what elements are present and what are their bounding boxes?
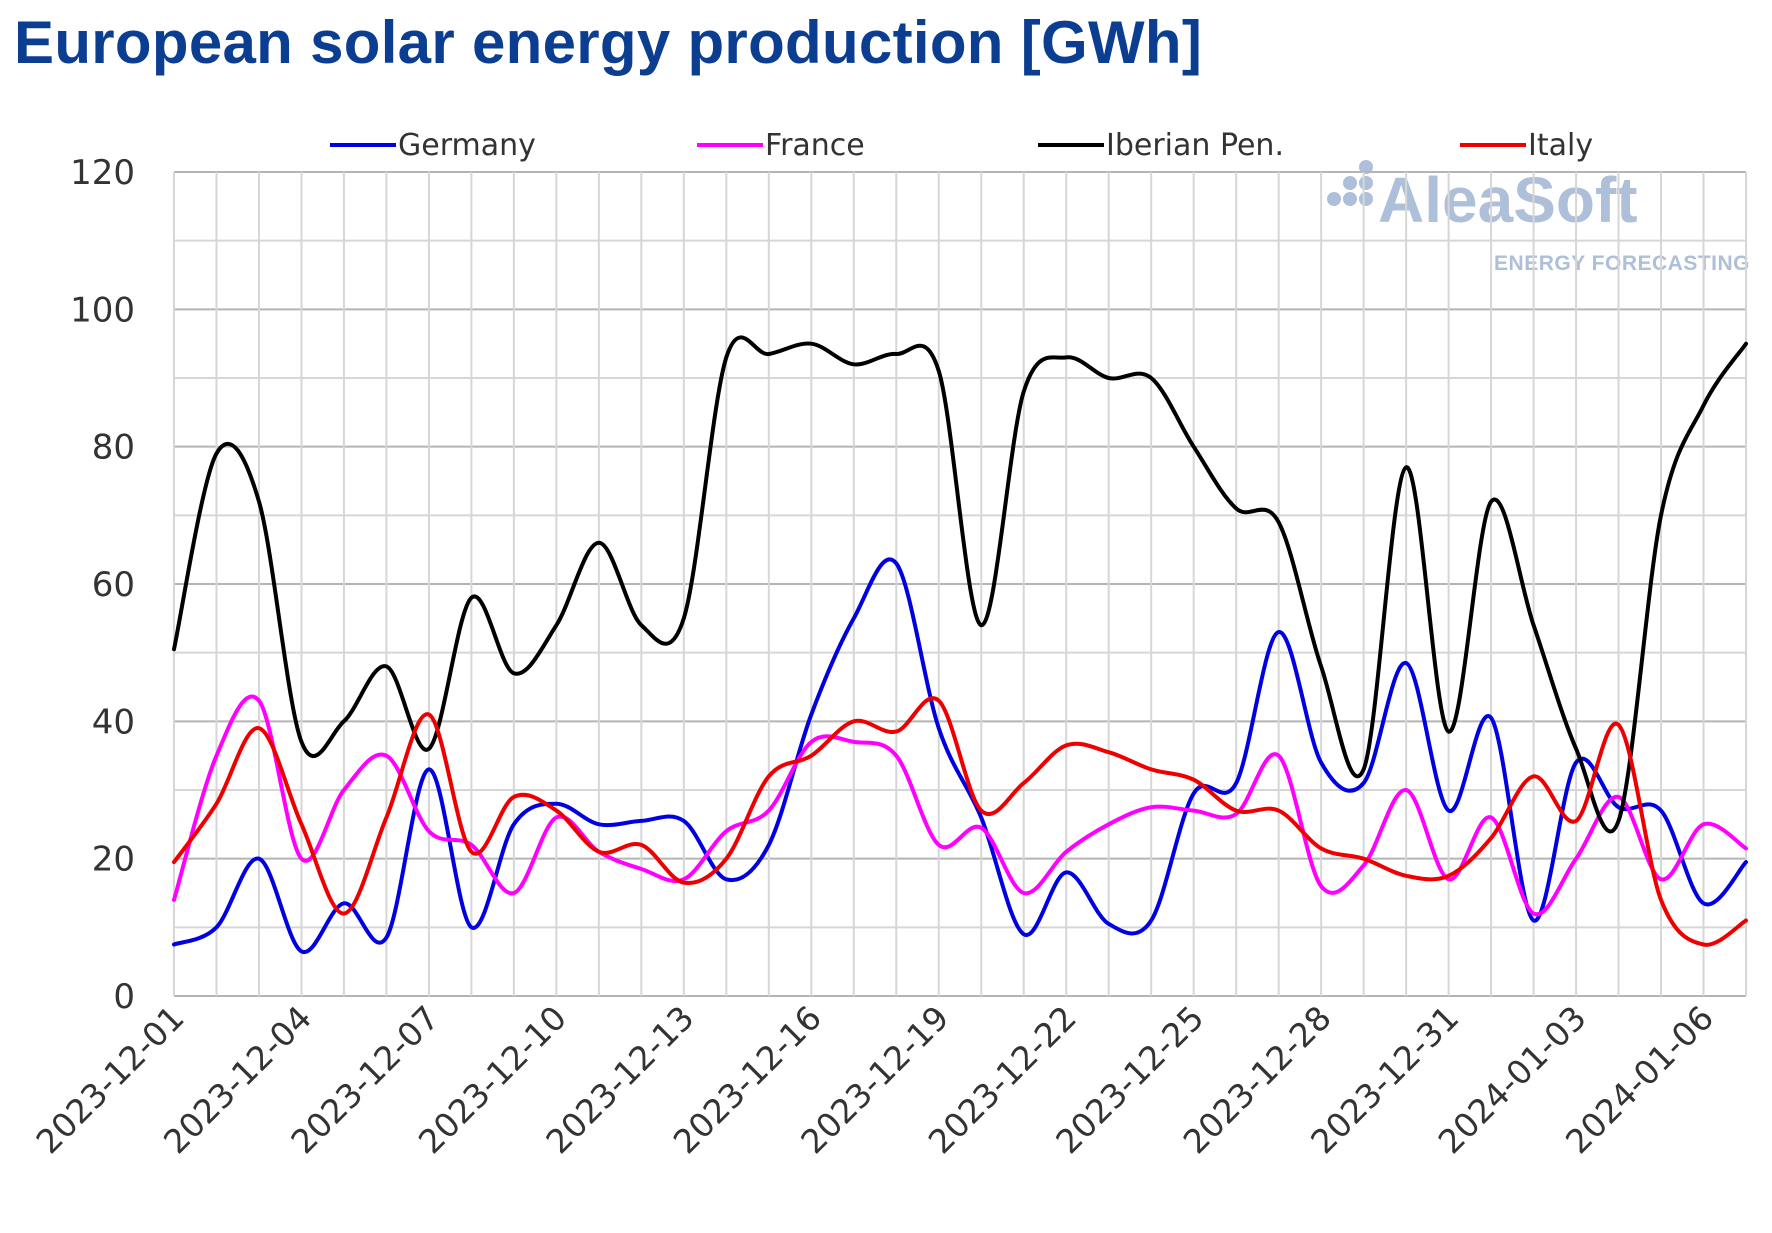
- grid: [173, 171, 1747, 997]
- y-tick-label: 40: [92, 702, 135, 742]
- legend: Germany France Iberian Pen. Italy: [330, 128, 1593, 163]
- legend-label: Italy: [1528, 128, 1593, 163]
- watermark-name: AleaSoft: [1378, 164, 1638, 236]
- legend-item-germany: Germany: [330, 128, 536, 163]
- legend-label: France: [765, 128, 865, 163]
- y-tick-label: 0: [113, 977, 135, 1017]
- x-axis: 2023-12-012023-12-042023-12-072023-12-10…: [28, 998, 1721, 1161]
- y-tick-label: 60: [92, 565, 135, 605]
- legend-item-iberian-pen: Iberian Pen.: [1038, 128, 1284, 163]
- legend-item-italy: Italy: [1460, 128, 1593, 163]
- series-line-italy: [172, 696, 1748, 947]
- y-tick-label: 80: [92, 428, 135, 468]
- y-tick-label: 120: [70, 153, 135, 193]
- aleasoft-logo-dots-icon: [1327, 160, 1373, 206]
- series-line-iberian-pen: [172, 335, 1748, 834]
- legend-label: Iberian Pen.: [1106, 128, 1284, 163]
- y-axis: 0 20 40 60 80 100 120: [70, 153, 135, 1017]
- series-line-germany: [172, 557, 1748, 954]
- watermark-subtitle: ENERGY FORECASTING: [1494, 252, 1750, 275]
- y-tick-label: 100: [70, 290, 135, 330]
- y-tick-label: 20: [92, 840, 135, 880]
- aleasoft-watermark: AleaSoft ENERGY FORECASTING: [1327, 160, 1750, 275]
- chart-title: European solar energy production [GWh]: [14, 9, 1203, 76]
- legend-item-france: France: [697, 128, 865, 163]
- series-layer: [172, 335, 1748, 954]
- legend-label: Germany: [398, 128, 536, 163]
- series-line-france: [172, 694, 1748, 917]
